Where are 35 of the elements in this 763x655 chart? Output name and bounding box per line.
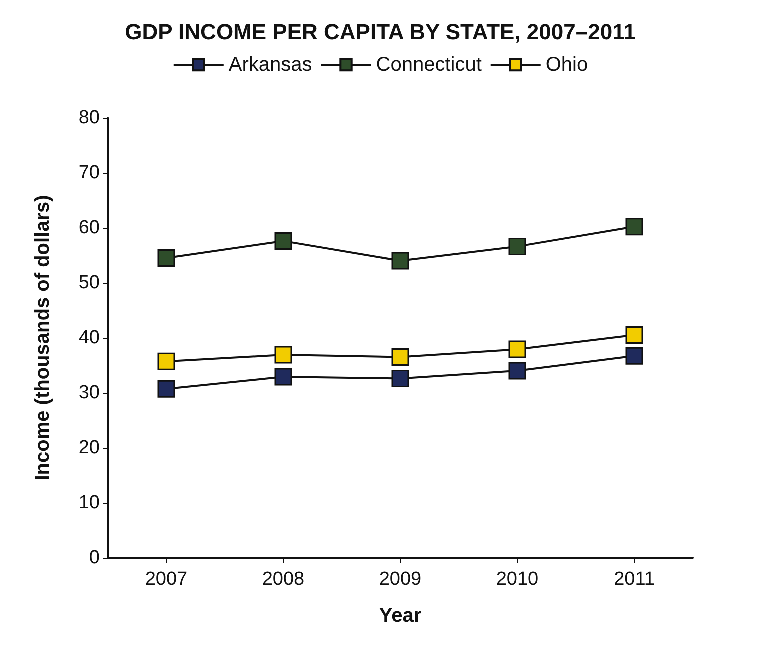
chart-title: GDP INCOME PER CAPITA BY STATE, 2007–2011 [125,20,636,44]
y-tick-label: 70 [78,162,100,184]
point [626,347,644,365]
y-tick-label: 40 [78,328,100,348]
x-tick-label: 2008 [262,569,305,590]
point [274,346,292,364]
y-tick-label: 10 [78,492,100,514]
x-tick-label: 2011 [614,569,655,590]
point [274,232,292,250]
y-tick-label: 0 [89,548,100,568]
point [508,362,526,380]
x-tick-label: 2010 [496,569,539,590]
legend-label: Arkansas [228,54,312,76]
y-tick-label: 80 [78,108,100,128]
x-tick-label: 2009 [379,569,422,590]
point [392,252,410,270]
y-tick-label: 30 [78,382,100,404]
x-axis-title: Year [379,605,422,627]
y-axis-title: Income (thousands of dollars) [32,195,54,481]
y-tick-label: 60 [78,218,100,238]
point [158,380,176,398]
y-tick-label: 20 [78,438,100,458]
point [392,370,410,388]
x-tick-label: 2007 [145,569,188,590]
point [392,348,410,366]
point [508,238,526,256]
y-tick-label: 50 [78,272,100,294]
legend-label: Connecticut [376,54,482,76]
legend-label: Ohio [546,54,588,76]
point [508,340,526,358]
point [158,250,176,267]
point [274,368,292,386]
point [626,218,644,236]
point [626,326,644,344]
point [158,352,176,370]
